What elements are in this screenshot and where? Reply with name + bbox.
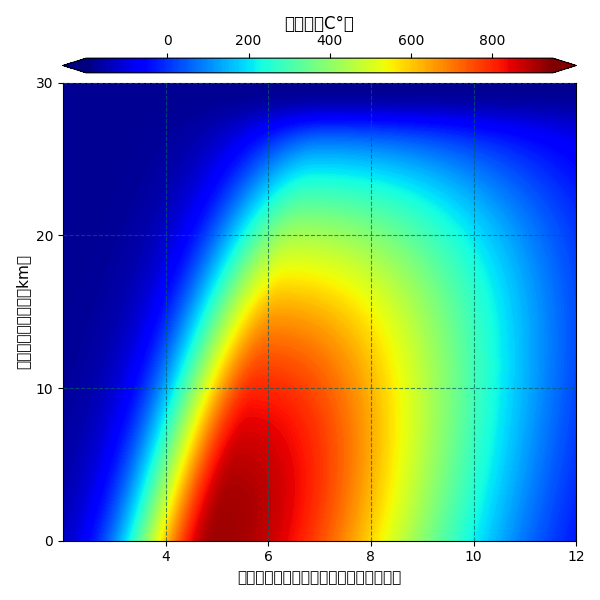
PathPatch shape — [63, 58, 86, 73]
X-axis label: 太陽系ができてからの時間　［百万年］: 太陽系ができてからの時間 ［百万年］ — [238, 570, 401, 585]
PathPatch shape — [553, 58, 576, 73]
Y-axis label: 中心からの距離　［km］: 中心からの距離 ［km］ — [15, 254, 30, 369]
X-axis label: 温度　［C°］: 温度 ［C°］ — [284, 15, 355, 33]
